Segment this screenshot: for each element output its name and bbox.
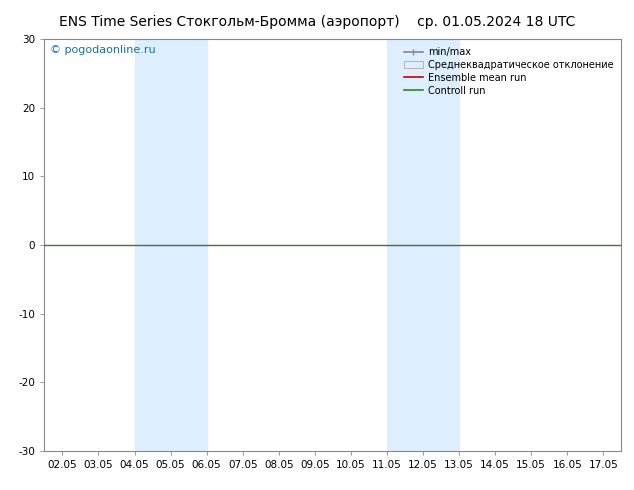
Bar: [134, 39, 207, 451]
Text: ENS Time Series Стокгольм-Бромма (аэропорт)    ср. 01.05.2024 18 UTC: ENS Time Series Стокгольм-Бромма (аэропо…: [59, 15, 575, 29]
Legend: min/max, Среднеквадратическое отклонение, Ensemble mean run, Controll run: min/max, Среднеквадратическое отклонение…: [401, 44, 616, 98]
Text: © pogodaonline.ru: © pogodaonline.ru: [50, 46, 156, 55]
Bar: [387, 39, 459, 451]
